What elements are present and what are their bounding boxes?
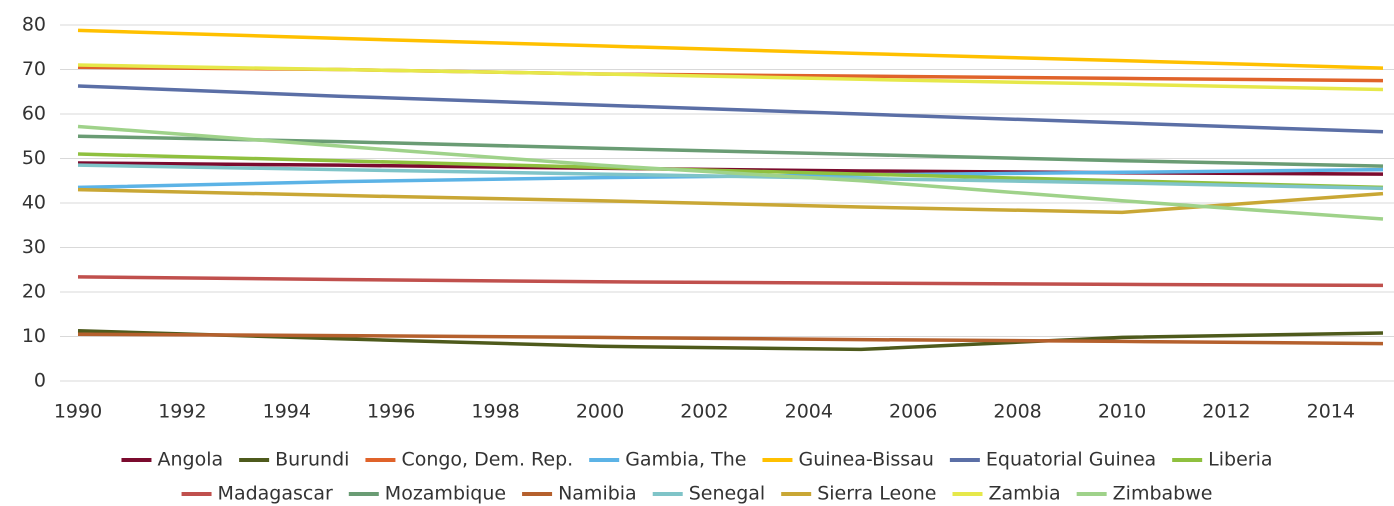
legend-item: Zambia <box>952 483 1061 505</box>
legend-item: Zimbabwe <box>1076 483 1213 505</box>
legend-label: Gambia, The <box>625 449 746 471</box>
y-tick-label: 20 <box>22 281 46 303</box>
series-line <box>77 134 1384 168</box>
x-tick-label: 2006 <box>889 401 937 423</box>
series-line <box>77 275 1384 288</box>
legend-label: Senegal <box>689 483 765 505</box>
legend-item: Liberia <box>1172 449 1273 471</box>
legend-label: Liberia <box>1208 449 1272 471</box>
legend-label: Madagascar <box>218 483 333 505</box>
legend-label: Angola <box>157 449 223 471</box>
x-tick-label: 1992 <box>158 401 206 423</box>
legend-item: Mozambique <box>348 483 506 505</box>
x-tick-label: 2002 <box>680 401 728 423</box>
legend-label: Zimbabwe <box>1113 483 1213 505</box>
y-tick-label: 50 <box>22 147 46 169</box>
y-tick-label: 30 <box>22 236 46 258</box>
legend-label: Sierra Leone <box>817 483 936 505</box>
legend-item: Equatorial Guinea <box>949 449 1156 471</box>
legend-label: Guinea-Bissau <box>798 449 933 471</box>
legend-item: Angola <box>121 449 223 471</box>
x-tick-label: 1996 <box>367 401 415 423</box>
legend-item: Congo, Dem. Rep. <box>365 449 573 471</box>
series-line <box>77 63 1384 92</box>
legend-item: Burundi <box>239 449 349 471</box>
legend-label: Mozambique <box>385 483 506 505</box>
x-tick-label: 1998 <box>471 401 519 423</box>
series-line <box>77 84 1384 134</box>
legend-row: Angola Burundi Congo, Dem. Rep. Gambia, The… <box>121 449 1273 471</box>
x-tick-label: 1994 <box>263 401 311 423</box>
legend-row: Madagascar Mozambique Namibia Senegal Sierra… <box>181 483 1213 505</box>
series-line <box>77 152 1384 190</box>
legend-item: Madagascar <box>181 483 333 505</box>
x-tick-label: 1990 <box>54 401 102 423</box>
y-tick-label: 60 <box>22 103 46 125</box>
x-tick-label: 2010 <box>1098 401 1146 423</box>
series-line <box>77 124 1384 221</box>
legend-item: Guinea-Bissau <box>762 449 934 471</box>
legend-label: Equatorial Guinea <box>986 449 1156 471</box>
x-tick-label: 2014 <box>1307 401 1355 423</box>
y-tick-label: 0 <box>34 370 46 392</box>
x-tick-label: 2008 <box>993 401 1041 423</box>
legend-item: Namibia <box>522 483 637 505</box>
series-line <box>77 328 1384 352</box>
legend-item: Gambia, The <box>589 449 746 471</box>
legend-label: Zambia <box>989 483 1061 505</box>
x-tick-label: 2012 <box>1202 401 1250 423</box>
y-tick-label: 10 <box>22 325 46 347</box>
legend-label: Congo, Dem. Rep. <box>401 449 573 471</box>
legend-item: Senegal <box>652 483 765 505</box>
series-line <box>77 28 1384 70</box>
series-line <box>77 163 1384 191</box>
y-tick-label: 80 <box>22 14 46 36</box>
series-line <box>77 187 1384 215</box>
x-tick-label: 2004 <box>785 401 833 423</box>
y-tick-label: 40 <box>22 192 46 214</box>
legend-label: Namibia <box>558 483 637 505</box>
legend-item: Sierra Leone <box>781 483 937 505</box>
y-tick-label: 70 <box>22 58 46 80</box>
legend-label: Burundi <box>275 449 349 471</box>
series-line <box>77 332 1384 346</box>
x-tick-label: 2000 <box>576 401 624 423</box>
